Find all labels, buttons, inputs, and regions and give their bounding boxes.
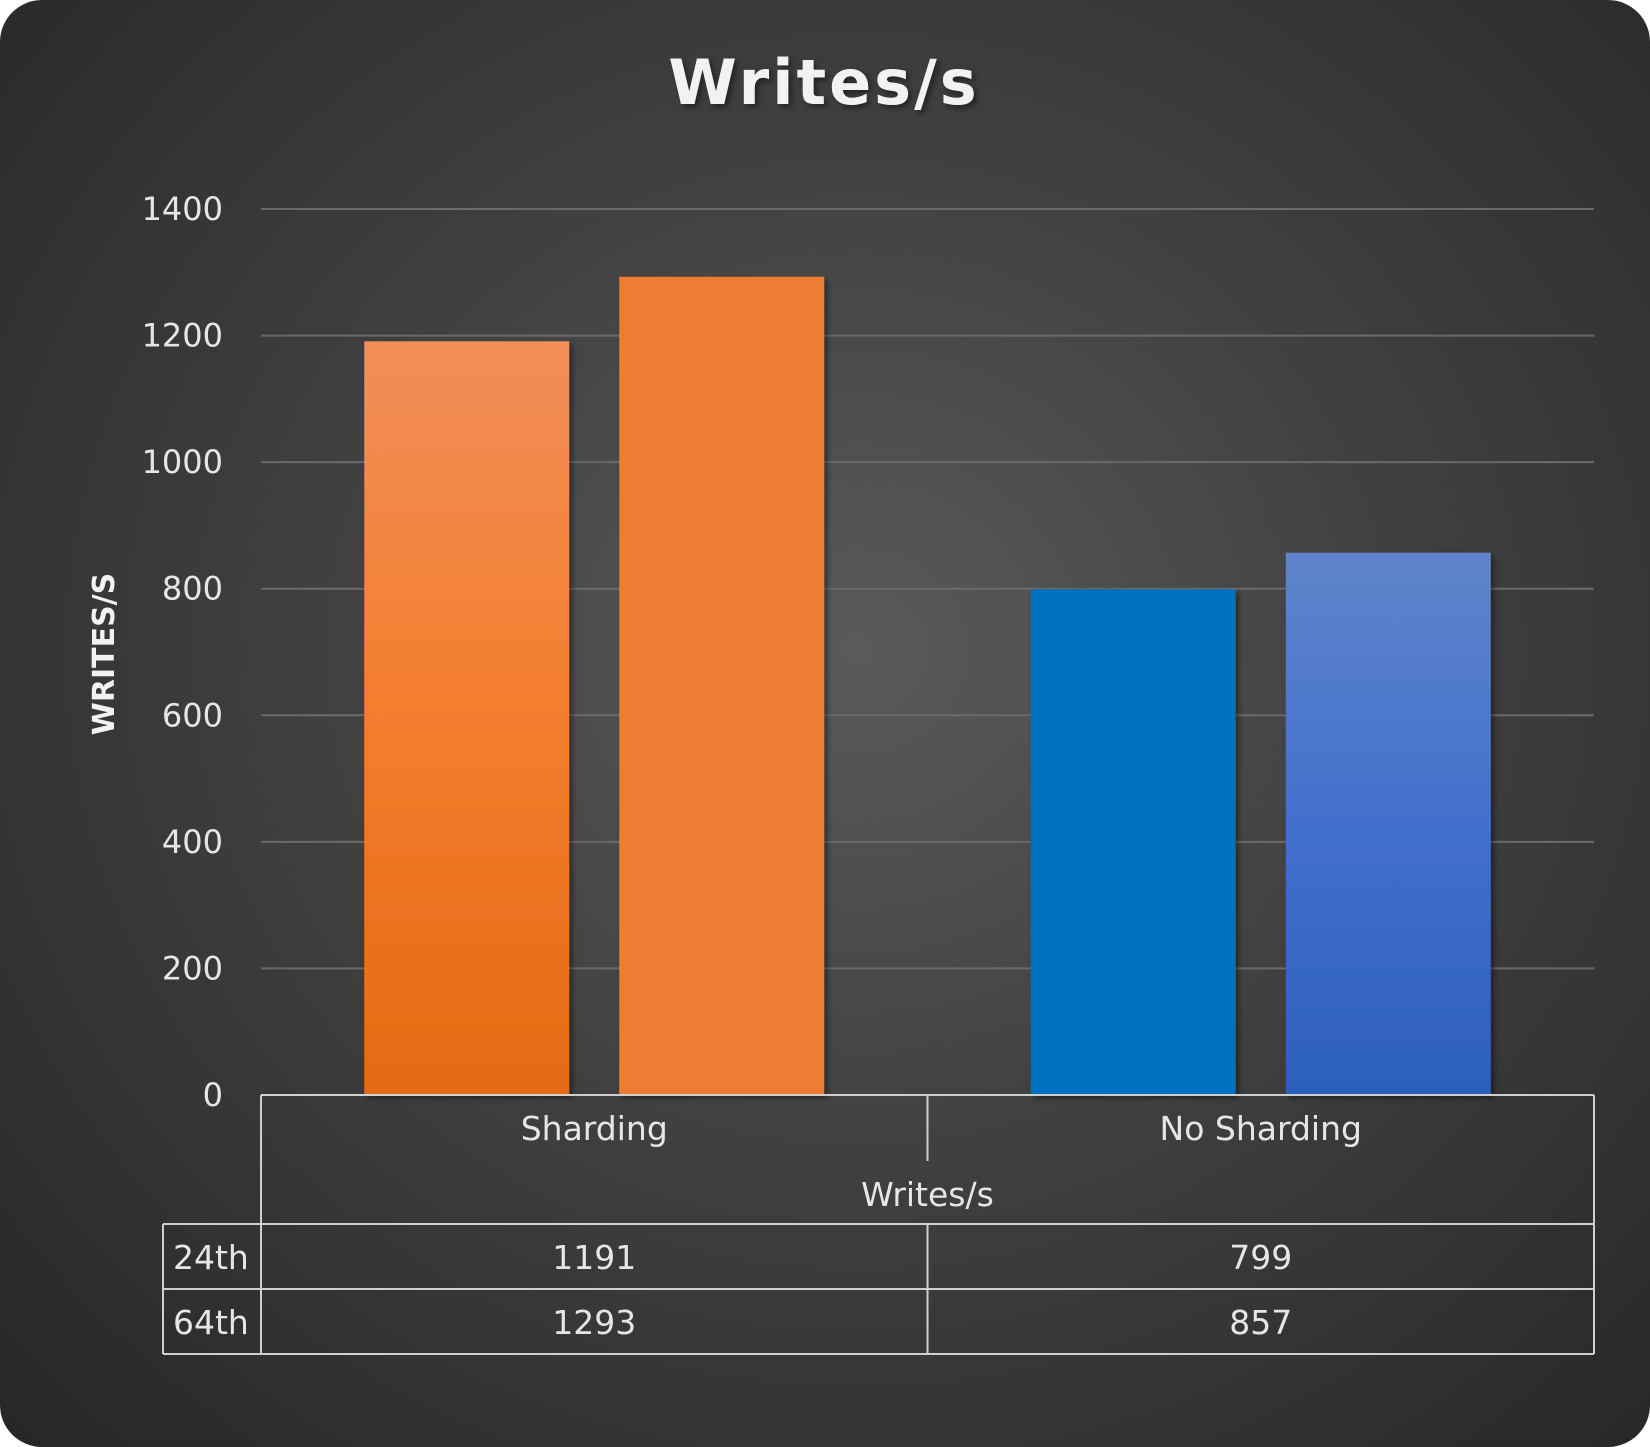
series-label: 64th — [173, 1303, 249, 1342]
chart-title: Writes/s — [668, 46, 979, 119]
y-tick-label: 400 — [162, 823, 223, 861]
bar-sharding-64th — [619, 276, 825, 1096]
y-tick-label: 0 — [203, 1076, 223, 1114]
category-label: No Sharding — [1160, 1109, 1362, 1148]
x-axis-label: Writes/s — [861, 1175, 994, 1214]
table-value: 1293 — [552, 1303, 636, 1342]
y-tick-label: 1200 — [142, 317, 223, 355]
bar-no-sharding-64th — [1285, 552, 1491, 1095]
bar-no-sharding-24th — [1030, 589, 1236, 1095]
y-tick-label: 200 — [162, 949, 223, 987]
series-label: 24th — [173, 1238, 249, 1277]
y-tick-label: 600 — [162, 696, 223, 734]
y-axis-label: WRITES/S — [87, 573, 122, 735]
table-value: 1191 — [552, 1238, 636, 1277]
category-label: Sharding — [521, 1109, 668, 1148]
y-tick-label: 1000 — [142, 443, 223, 481]
bar-sharding-24th — [364, 341, 570, 1095]
y-tick-label: 1400 — [142, 190, 223, 228]
y-tick-label: 800 — [162, 570, 223, 608]
table-value: 857 — [1229, 1303, 1292, 1342]
table-value: 799 — [1229, 1238, 1292, 1277]
